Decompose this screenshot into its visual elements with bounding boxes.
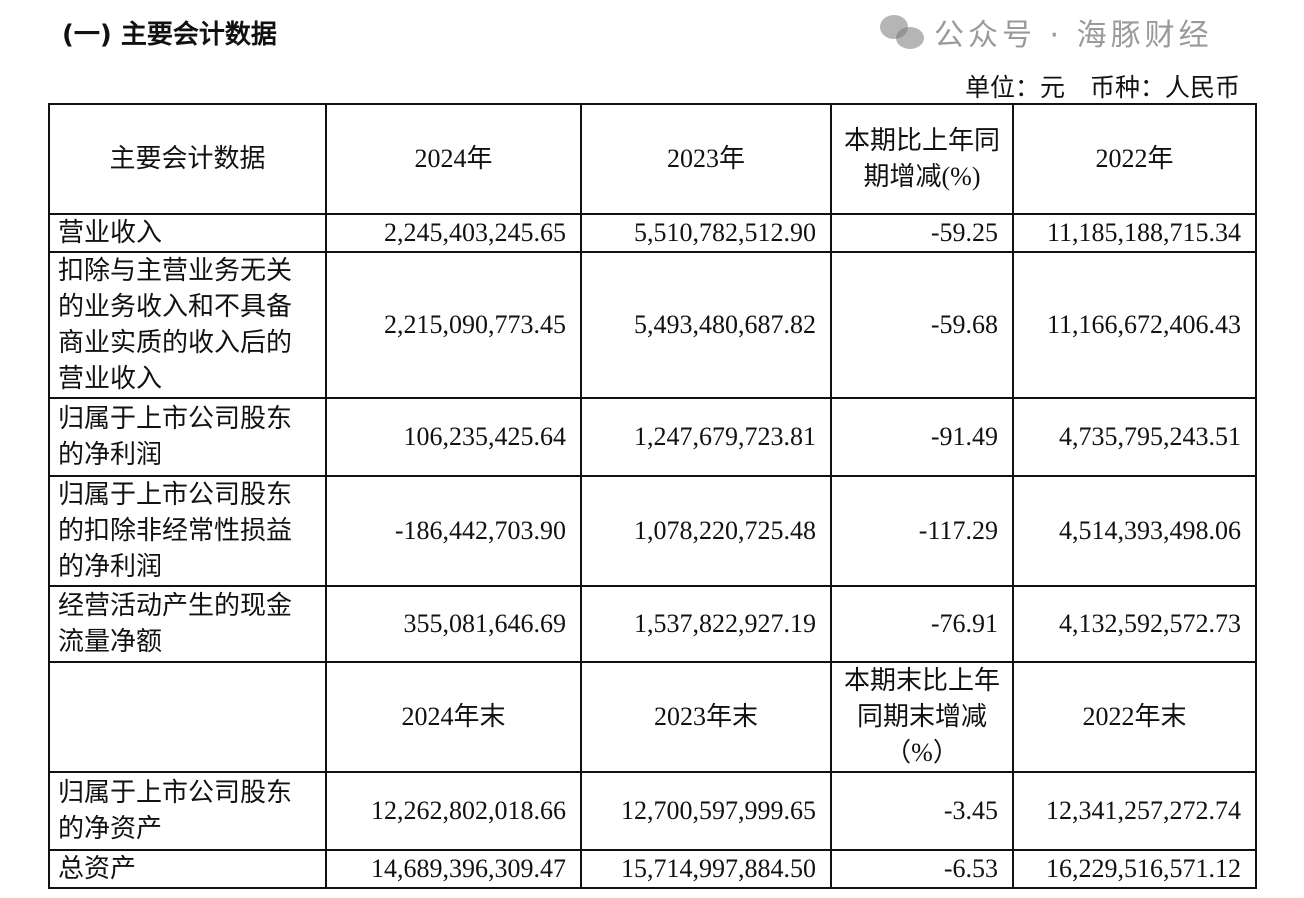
header-cell: 2022年末	[1012, 661, 1257, 773]
value-cell: 2,215,090,773.45	[325, 251, 582, 399]
change-cell: -3.45	[830, 771, 1014, 851]
header-cell: 2024年	[325, 103, 582, 215]
value-cell: 12,700,597,999.65	[580, 771, 832, 851]
value-cell: 12,262,802,018.66	[325, 771, 582, 851]
accounting-data-table: 主要会计数据 2024年 2023年 本期比上年同期增减(%) 2022年 营业…	[48, 103, 1257, 889]
value-cell: 4,132,592,572.73	[1012, 585, 1257, 663]
row-label: 营业收入	[48, 213, 327, 253]
value-cell: 12,341,257,272.74	[1012, 771, 1257, 851]
header-cell	[48, 661, 327, 773]
header-cell: 2023年	[580, 103, 832, 215]
value-cell: -186,442,703.90	[325, 475, 582, 587]
value-cell: 4,514,393,498.06	[1012, 475, 1257, 587]
value-cell: 14,689,396,309.47	[325, 849, 582, 889]
watermark: 公众号 · 海豚财经	[880, 10, 1213, 54]
row-label: 归属于上市公司股东的扣除非经常性损益的净利润	[48, 475, 327, 587]
change-cell: -91.49	[830, 397, 1014, 477]
row-label: 扣除与主营业务无关的业务收入和不具备商业实质的收入后的营业收入	[48, 251, 327, 399]
table-row: 归属于上市公司股东的净资产 12,262,802,018.66 12,700,5…	[48, 771, 1257, 851]
change-cell: -117.29	[830, 475, 1014, 587]
value-cell: 15,714,997,884.50	[580, 849, 832, 889]
header-cell: 本期比上年同期增减(%)	[830, 103, 1014, 215]
change-cell: -59.25	[830, 213, 1014, 253]
value-cell: 1,247,679,723.81	[580, 397, 832, 477]
unit-currency-note: 单位：元 币种：人民币	[964, 75, 1240, 102]
header-cell: 本期末比上年同期末增减（%）	[830, 661, 1014, 773]
table-row: 总资产 14,689,396,309.47 15,714,997,884.50 …	[48, 849, 1257, 889]
row-label: 归属于上市公司股东的净资产	[48, 771, 327, 851]
header-cell: 主要会计数据	[48, 103, 327, 215]
header-cell: 2024年末	[325, 661, 582, 773]
value-cell: 11,185,188,715.34	[1012, 213, 1257, 253]
row-label: 总资产	[48, 849, 327, 889]
table-row: 归属于上市公司股东的净利润 106,235,425.64 1,247,679,7…	[48, 397, 1257, 477]
change-cell: -59.68	[830, 251, 1014, 399]
table-row: 经营活动产生的现金流量净额 355,081,646.69 1,537,822,9…	[48, 585, 1257, 663]
watermark-text: 公众号 · 海豚财经	[934, 18, 1213, 53]
value-cell: 1,537,822,927.19	[580, 585, 832, 663]
header-row: 主要会计数据 2024年 2023年 本期比上年同期增减(%) 2022年	[48, 103, 1257, 215]
value-cell: 4,735,795,243.51	[1012, 397, 1257, 477]
header-row: 2024年末 2023年末 本期末比上年同期末增减（%） 2022年末	[48, 661, 1257, 773]
table-row: 归属于上市公司股东的扣除非经常性损益的净利润 -186,442,703.90 1…	[48, 475, 1257, 587]
table-row: 营业收入 2,245,403,245.65 5,510,782,512.90 -…	[48, 213, 1257, 253]
header-cell: 2023年末	[580, 661, 832, 773]
change-cell: -76.91	[830, 585, 1014, 663]
header-cell: 2022年	[1012, 103, 1257, 215]
wechat-icon	[880, 15, 924, 49]
value-cell: 5,510,782,512.90	[580, 213, 832, 253]
value-cell: 16,229,516,571.12	[1012, 849, 1257, 889]
value-cell: 2,245,403,245.65	[325, 213, 582, 253]
value-cell: 5,493,480,687.82	[580, 251, 832, 399]
row-label: 经营活动产生的现金流量净额	[48, 585, 327, 663]
value-cell: 355,081,646.69	[325, 585, 582, 663]
row-label: 归属于上市公司股东的净利润	[48, 397, 327, 477]
table-row: 扣除与主营业务无关的业务收入和不具备商业实质的收入后的营业收入 2,215,09…	[48, 251, 1257, 399]
value-cell: 106,235,425.64	[325, 397, 582, 477]
section-title: (一) 主要会计数据	[62, 20, 277, 50]
value-cell: 1,078,220,725.48	[580, 475, 832, 587]
change-cell: -6.53	[830, 849, 1014, 889]
value-cell: 11,166,672,406.43	[1012, 251, 1257, 399]
